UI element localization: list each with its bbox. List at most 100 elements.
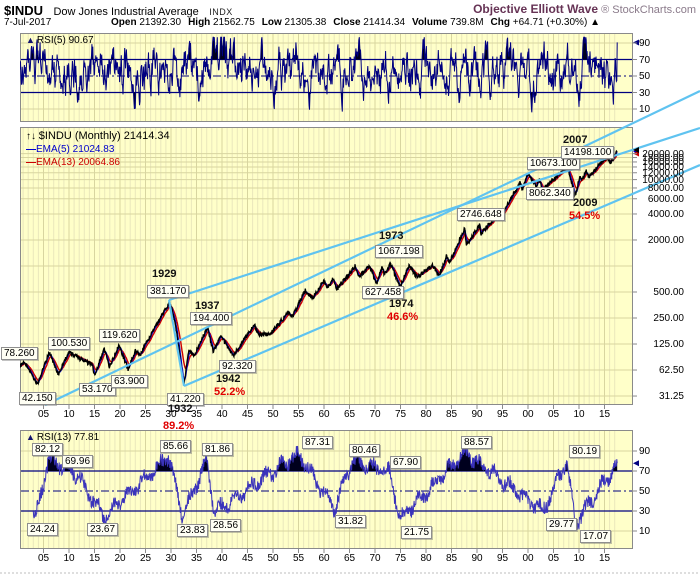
quote-label: Open — [111, 17, 137, 28]
price-ytick: 16000.00 — [642, 156, 684, 168]
rsi13-callout-85.66: 85.66 — [160, 440, 192, 453]
price-ytick: 500.00 — [653, 287, 684, 298]
x-tick-bottom: 10 — [63, 553, 75, 564]
rsi13-callout-23.67: 23.67 — [87, 523, 119, 536]
quote-value: 739.8M — [447, 17, 484, 28]
price-ytick: 31.25 — [658, 391, 684, 403]
ema5-line-icon: — — [26, 144, 36, 155]
x-tick-main: 25 — [139, 409, 152, 420]
decline-label-46.6%: 46.6% — [387, 311, 419, 323]
rsi5-panel — [20, 33, 633, 122]
x-tick-bottom: 10 — [573, 553, 585, 564]
price-callout-119.620: 119.620 — [99, 329, 141, 342]
price-callout-63.900: 63.900 — [111, 375, 148, 388]
x-tick-main: 65 — [343, 409, 356, 420]
quote-value: 21305.38 — [281, 17, 327, 28]
x-tick-main: 50 — [267, 409, 279, 420]
price-ytick: 10000.00 — [642, 174, 684, 186]
x-tick-bottom: 05 — [547, 553, 560, 564]
decline-label-54.5%: 54.5% — [569, 210, 601, 222]
decline-label-89.2%: 89.2% — [163, 420, 195, 432]
rsi13-label: RSI(13) 77.81 — [36, 432, 100, 443]
rsi13-callout-29.77: 29.77 — [546, 518, 578, 531]
rsi5-legend: ▲ RSI(5) 90.67 — [26, 35, 94, 46]
x-tick-bottom: 95 — [496, 553, 509, 564]
rsi13-callout-23.83: 23.83 — [177, 524, 209, 537]
change-up-arrow-icon: ▲ — [590, 17, 600, 28]
x-tick-bottom: 00 — [522, 553, 534, 564]
x-tick-bottom: 05 — [37, 553, 50, 564]
x-tick-main: 05 — [37, 409, 50, 420]
x-tick-main: 85 — [445, 409, 458, 420]
panel-collapse-icon: ▲ — [26, 432, 35, 442]
exchange-label: INDX — [209, 7, 233, 17]
rsi5-ytick: 70 — [639, 54, 651, 66]
x-tick-main: 10 — [63, 409, 75, 420]
quote-values: Open 21392.30 High 21562.75 Low 21305.38 Cl… — [104, 17, 587, 28]
x-tick-bottom: 20 — [114, 553, 126, 564]
rsi5-ytick: 10 — [639, 104, 651, 115]
rsi5-label: RSI(5) 90.67 — [36, 35, 94, 46]
ema5-label: EMA(5) 21024.83 — [36, 144, 115, 155]
quote-value: 21414.34 — [360, 17, 406, 28]
rsi13-callout-31.82: 31.82 — [335, 515, 367, 528]
price-ytick: 12000.00 — [642, 167, 684, 179]
year-label-1974: 1974 — [389, 298, 414, 310]
x-tick-bottom: 15 — [88, 553, 101, 564]
ema5-legend: —EMA(5) 21024.83 — [26, 144, 114, 155]
price-ytick: 62.50 — [658, 365, 684, 377]
rsi13-callout-80.46: 80.46 — [349, 444, 381, 457]
quote-label: Low — [261, 17, 282, 28]
rsi13-legend: ▲ RSI(13) 77.81 — [26, 432, 99, 443]
year-label-1937: 1937 — [195, 300, 220, 312]
quote-value: +64.71 (+0.30%) — [510, 17, 588, 28]
rsi5-ytick: 30 — [639, 87, 651, 99]
x-tick-bottom: 50 — [267, 553, 279, 564]
quote-strip: 7-Jul-2017 Open 21392.30 High 21562.75 Low … — [4, 17, 696, 28]
price-callout-78.260: 78.260 — [1, 347, 38, 360]
x-tick-bottom: 25 — [139, 553, 152, 564]
main-title: $INDU (Monthly) 21414.34 — [38, 130, 170, 142]
x-tick-main: 05 — [547, 409, 560, 420]
price-ytick: 18000.00 — [642, 152, 684, 164]
price-ytick: 8000.00 — [647, 182, 684, 194]
x-tick-bottom: 55 — [292, 553, 305, 564]
rsi13-callout-87.31: 87.31 — [302, 436, 334, 449]
x-tick-main: 70 — [369, 409, 381, 420]
rsi13-callout-21.75: 21.75 — [401, 526, 433, 539]
x-tick-main: 80 — [420, 409, 432, 420]
price-ytick: 4000.00 — [647, 208, 684, 220]
x-tick-bottom: 60 — [318, 553, 330, 564]
price-callout-2746.648: 2746.648 — [457, 208, 505, 221]
price-ytick: 2000.00 — [647, 234, 684, 246]
rsi13-callout-88.57: 88.57 — [461, 436, 493, 449]
price-callout-92.320: 92.320 — [219, 360, 256, 373]
year-label-2009: 2009 — [573, 197, 598, 209]
rsi13-callout-67.90: 67.90 — [390, 456, 422, 469]
decline-label-52.2%: 52.2% — [214, 386, 246, 398]
price-callout-14198.100: 14198.100 — [561, 146, 615, 159]
x-tick-main: 35 — [190, 409, 203, 420]
x-tick-bottom: 75 — [394, 553, 407, 564]
quote-value: 21562.75 — [210, 17, 255, 28]
rsi13-callout-17.07: 17.07 — [580, 530, 612, 543]
quote-label: Volume — [412, 17, 448, 28]
x-tick-main: 60 — [318, 409, 330, 420]
price-callout-100.530: 100.530 — [48, 337, 91, 350]
x-tick-bottom: 90 — [471, 553, 483, 564]
price-callout-381.170: 381.170 — [147, 285, 190, 298]
year-label-1973: 1973 — [379, 230, 404, 242]
x-tick-main: 30 — [165, 409, 177, 420]
x-tick-main: 45 — [241, 409, 254, 420]
rsi13-callout-81.86: 81.86 — [202, 443, 234, 456]
x-tick-main: 40 — [216, 409, 228, 420]
brand-name: Objective Elliott Wave — [473, 2, 599, 16]
price-ytick: 6000.00 — [647, 193, 684, 205]
ema13-label: EMA(13) 20064.86 — [36, 157, 120, 168]
quote-label: Close — [333, 17, 361, 28]
rsi13-callout-80.19: 80.19 — [569, 445, 601, 458]
x-tick-bottom: 70 — [369, 553, 381, 564]
rsi13-ytick: 50 — [639, 486, 651, 497]
x-tick-main: 90 — [471, 409, 483, 420]
